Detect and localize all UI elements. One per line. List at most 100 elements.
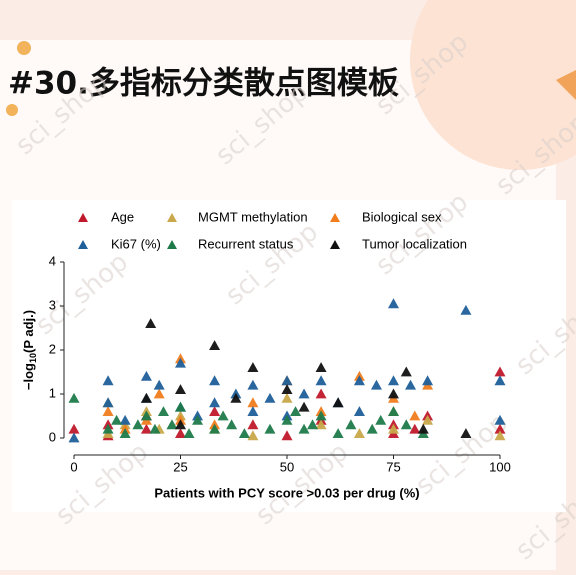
legend-label: Biological sex — [362, 209, 442, 224]
x-axis-label: Patients with PCY score >0.03 per drug (… — [154, 485, 419, 500]
legend-label: Tumor localization — [362, 236, 467, 251]
x-tick-label: 100 — [489, 459, 511, 474]
point — [230, 392, 242, 403]
point — [217, 410, 229, 421]
point — [290, 406, 302, 416]
legend-label: Recurrent status — [198, 236, 294, 251]
point — [102, 397, 114, 408]
point — [209, 340, 221, 350]
point — [460, 428, 472, 438]
point — [494, 366, 506, 377]
point — [247, 430, 259, 441]
point — [315, 410, 327, 421]
point — [238, 428, 250, 438]
point — [281, 375, 293, 386]
point — [145, 318, 157, 328]
x-tick-label: 0 — [70, 459, 77, 474]
point — [460, 304, 472, 315]
point — [209, 397, 221, 408]
point — [388, 298, 399, 309]
y-tick-label: 3 — [49, 297, 56, 312]
point — [247, 406, 259, 416]
point — [209, 375, 221, 386]
point — [409, 423, 421, 434]
point — [281, 392, 293, 403]
point — [149, 423, 161, 434]
point — [132, 419, 144, 430]
point — [494, 375, 506, 386]
point — [405, 379, 417, 390]
point — [332, 397, 344, 408]
y-tick-label: 0 — [49, 429, 56, 444]
point — [315, 419, 327, 430]
point — [140, 423, 152, 434]
chart-panel — [12, 200, 566, 512]
y-tick-label: 1 — [49, 385, 56, 400]
point — [119, 428, 131, 438]
point — [192, 414, 204, 425]
point — [102, 406, 114, 416]
point — [247, 419, 259, 430]
point — [281, 384, 293, 394]
x-tick-label: 50 — [280, 459, 294, 474]
point — [175, 428, 186, 438]
point — [409, 410, 421, 421]
page-title: #30.多指标分类散点图模板 — [8, 66, 399, 102]
point — [175, 401, 186, 412]
legend-marker — [330, 240, 340, 249]
point — [298, 423, 310, 434]
point — [247, 362, 259, 372]
legend-label: MGMT methylation — [198, 209, 308, 224]
point — [175, 419, 186, 430]
point — [153, 379, 165, 390]
point — [247, 379, 259, 390]
point — [247, 397, 259, 408]
point — [494, 414, 506, 425]
point — [366, 423, 378, 434]
point — [345, 419, 357, 430]
y-tick-label: 4 — [49, 253, 56, 268]
y-tick-label: 2 — [49, 341, 56, 356]
x-tick-label: 25 — [173, 459, 187, 474]
point — [226, 419, 238, 430]
point — [68, 423, 80, 434]
point — [102, 423, 114, 434]
legend-marker — [330, 213, 340, 222]
point — [353, 406, 365, 416]
decoration — [6, 104, 18, 116]
point — [388, 406, 399, 416]
point — [353, 428, 365, 438]
point — [157, 406, 169, 416]
point — [166, 419, 178, 430]
point — [315, 375, 327, 386]
decoration — [556, 70, 576, 100]
point — [175, 384, 186, 394]
point — [209, 406, 221, 416]
point — [315, 388, 327, 399]
point — [353, 375, 365, 386]
y-axis-label-part: −log — [21, 363, 36, 390]
legend-label: Age — [111, 209, 134, 224]
point — [298, 388, 310, 399]
point — [307, 419, 319, 430]
point — [68, 432, 80, 443]
decoration — [17, 41, 31, 55]
point — [140, 392, 152, 403]
point — [175, 357, 186, 368]
legend-marker — [78, 240, 88, 249]
y-axis-label: −log10(P adj.) — [21, 310, 38, 390]
point — [388, 388, 399, 399]
point — [281, 414, 293, 425]
point — [332, 428, 344, 438]
point — [417, 423, 429, 434]
point — [119, 414, 131, 425]
legend-label: Ki67 (%) — [111, 236, 161, 251]
y-axis-label-part: (P adj.) — [21, 310, 36, 353]
point — [140, 370, 152, 381]
point — [388, 375, 399, 386]
point — [281, 430, 293, 441]
legend-marker — [78, 213, 88, 222]
point — [388, 423, 399, 434]
point — [422, 414, 434, 425]
